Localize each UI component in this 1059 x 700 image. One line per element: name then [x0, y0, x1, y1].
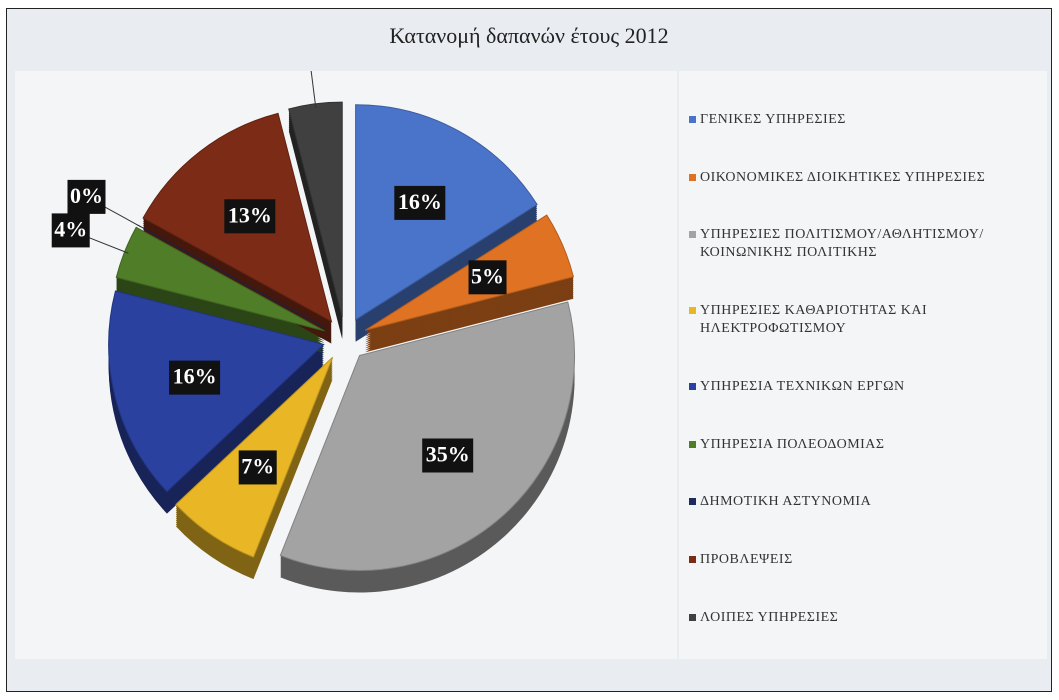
data-label: 5%	[471, 263, 504, 288]
data-label-box	[422, 438, 474, 473]
legend-label: ΥΠΗΡΕΣΙΕΣ ΠΟΛΙΤΙΣΜΟΥ/ΑΘΛΗΤΙΣΜΟΥ/ΚΟΙΝΩΝΙΚ…	[700, 227, 984, 261]
legend-label: ΥΠΗΡΕΣΙΑ ΤΕΧΝΙΚΩΝ ΕΡΓΩΝ	[700, 378, 905, 394]
slice	[355, 104, 538, 321]
plot-area: 16%5%35%7%16%4%0%13%4%	[15, 29, 677, 659]
legend-item: ΔΗΜΟΤΙΚΗ ΑΣΤΥΝΟΜΙΑ	[679, 493, 1047, 511]
legend-label: ΠΡΟΒΛΕΨΕΙΣ	[700, 552, 793, 568]
data-label-box	[67, 179, 106, 214]
data-label-box	[169, 360, 221, 395]
data-label-box	[224, 199, 276, 234]
data-label-box	[468, 260, 507, 295]
legend-swatch	[689, 382, 696, 390]
legend-label: ΓΕΝΙΚΕΣ ΥΠΗΡΕΣΙΕΣ	[700, 111, 846, 127]
legend-swatch	[689, 498, 696, 506]
legend-swatch	[689, 173, 696, 181]
legend-label: ΥΠΗΡΕΣΙΑ ΠΟΛΕΟΔΟΜΙΑΣ	[700, 436, 885, 452]
data-label-box	[51, 213, 90, 248]
legend-item: ΥΠΗΡΕΣΙΑ ΤΕΧΝΙΚΩΝ ΕΡΓΩΝ	[679, 378, 1047, 396]
legend-label: ΔΗΜΟΤΙΚΗ ΑΣΤΥΝΟΜΙΑ	[700, 494, 872, 510]
legend-swatch	[689, 614, 696, 621]
legend-item: ΛΟΙΠΕΣ ΥΠΗΡΕΣΙΕΣ	[679, 609, 1047, 627]
legend-label: ΛΟΙΠΕΣ ΥΠΗΡΕΣΙΕΣ	[700, 610, 839, 625]
data-label: 13%	[228, 202, 272, 227]
chart-frame: Κατανομή δαπανών έτους 2012 16% 5% 35% 7% 16…	[6, 8, 1052, 692]
data-label: 4%	[54, 216, 87, 241]
legend-swatch	[689, 307, 696, 315]
legend-swatch	[689, 231, 696, 239]
legend-item: ΠΡΟΒΛΕΨΕΙΣ	[679, 551, 1047, 569]
legend-item: ΟΙΚΟΝΟΜΙΚΕΣ ΔΙΟΙΚΗΤΙΚΕΣ ΥΠΗΡΕΣΙΕΣ	[679, 169, 1047, 187]
chart-title: Κατανομή δαπανών έτους 2012	[389, 23, 669, 48]
data-label: 0%	[70, 183, 103, 208]
legend-swatch	[689, 440, 696, 448]
slice	[279, 301, 575, 571]
legend-label: ΥΠΗΡΕΣΙΕΣ ΚΑΘΑΡΙΟΤΗΤΑΣ ΚΑΙ ΗΛΕΚΤΡΟΦΩΤΙΣΜ…	[700, 303, 928, 337]
data-label: 16%	[173, 364, 217, 389]
data-label: 35%	[426, 442, 470, 467]
legend-swatch	[689, 115, 696, 123]
data-label: 7%	[241, 453, 274, 478]
pie: 16%5%35%7%16%4%0%13%4%	[51, 29, 575, 593]
legend-item: ΥΠΗΡΕΣΙΑ ΠΟΛΕΟΔΟΜΙΑΣ	[679, 436, 1047, 454]
legend: ΓΕΝΙΚΕΣ ΥΠΗΡΕΣΙΕΣ ΟΙΚΟΝΟΜΙΚΕΣ ΔΙΟΙΚΗΤΙΚΕΣ…	[679, 71, 1047, 659]
legend-item: ΥΠΗΡΕΣΙΕΣ ΠΟΛΙΤΙΣΜΟΥ/ΑΘΛΗΤΙΣΜΟΥ/ΚΟΙΝΩΝΙΚ…	[679, 226, 1047, 262]
data-label-box	[238, 450, 277, 485]
data-label: 16%	[398, 189, 442, 214]
data-label-box	[394, 185, 446, 220]
legend-item: ΓΕΝΙΚΕΣ ΥΠΗΡΕΣΙΕΣ	[679, 111, 1047, 129]
legend-swatch	[689, 556, 696, 564]
leader-line	[307, 46, 317, 108]
legend-label: ΟΙΚΟΝΟΜΙΚΕΣ ΔΙΟΙΚΗΤΙΚΕΣ ΥΠΗΡΕΣΙΕΣ	[700, 169, 986, 185]
legend-item: ΥΠΗΡΕΣΙΕΣ ΚΑΘΑΡΙΟΤΗΤΑΣ ΚΑΙ ΗΛΕΚΤΡΟΦΩΤΙΣΜ…	[679, 302, 1047, 338]
